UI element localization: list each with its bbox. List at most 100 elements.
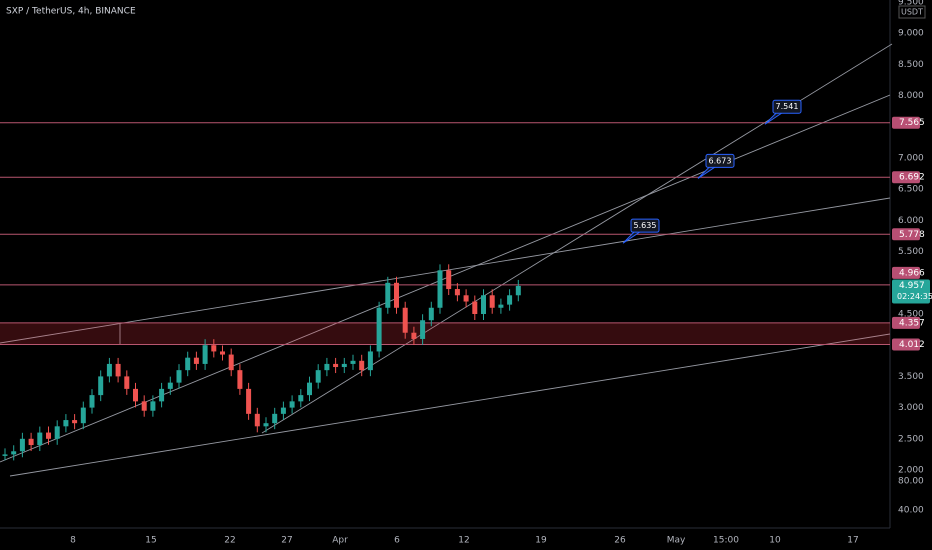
candle-body xyxy=(341,363,347,368)
candle-body xyxy=(428,307,434,321)
level-tag xyxy=(892,338,920,351)
price-tick-label: 2.500 xyxy=(898,434,924,444)
level-tag xyxy=(892,116,920,129)
price-tick-label: 2.000 xyxy=(898,466,924,476)
price-tick-label: 8.000 xyxy=(898,91,924,101)
price-tick-label: 9.500 xyxy=(898,0,924,8)
candle-body xyxy=(98,376,104,396)
candle-body xyxy=(11,451,17,455)
time-tick-label: 19 xyxy=(535,536,547,546)
time-tick-label: 15 xyxy=(145,536,156,546)
level-zone xyxy=(0,322,890,345)
level-label: 5.778 xyxy=(899,230,925,240)
candle-body xyxy=(376,307,382,352)
candle-body xyxy=(350,360,356,364)
callout-label: 6.673 xyxy=(709,156,732,165)
candle-body xyxy=(454,289,460,296)
candle-body xyxy=(481,295,486,314)
candle-body xyxy=(246,388,252,414)
level-tag xyxy=(892,316,920,329)
time-tick-label: 26 xyxy=(614,536,626,546)
candle-body xyxy=(37,432,43,446)
candle-body xyxy=(315,370,321,383)
candle-body xyxy=(463,295,469,302)
level-label: 4.966 xyxy=(899,268,925,278)
candle-body xyxy=(280,407,286,414)
candle-body xyxy=(411,332,417,339)
candle-body xyxy=(63,420,69,427)
candle-body xyxy=(46,432,51,439)
volume-tick-label: 80.00 xyxy=(898,477,924,487)
symbol-title: SXP / TetherUS, 4h, BINANCE xyxy=(6,7,136,17)
candle-body xyxy=(220,351,225,355)
level-tag xyxy=(892,266,920,279)
candle-body xyxy=(437,270,443,308)
candle-body xyxy=(515,285,521,296)
time-tick-label: 8 xyxy=(70,536,76,546)
level-label: 7.565 xyxy=(899,118,925,128)
candle-body xyxy=(498,304,504,308)
candle-body xyxy=(333,363,339,368)
countdown: 02:24:35 xyxy=(897,292,932,301)
candle-body xyxy=(167,382,173,389)
level-tag xyxy=(892,171,920,184)
candle-body xyxy=(159,388,165,402)
callout-label: 5.635 xyxy=(634,221,657,230)
candle-body xyxy=(54,426,60,439)
candle-body xyxy=(489,295,495,308)
callout-label: 7.541 xyxy=(776,102,799,111)
volume-tick-label: 40.00 xyxy=(898,506,924,516)
price-tick-label: 9.000 xyxy=(898,29,924,39)
candle-body xyxy=(228,354,234,371)
time-tick-label: 17 xyxy=(847,536,858,546)
candle-body xyxy=(385,282,391,308)
callout-box xyxy=(705,153,735,168)
candle-body xyxy=(446,270,452,290)
candle-body xyxy=(402,307,408,333)
candle-body xyxy=(72,420,78,424)
time-tick-label: 27 xyxy=(281,536,292,546)
price-tick-label: 5.500 xyxy=(898,247,924,257)
level-tag xyxy=(892,228,920,241)
candle-body xyxy=(472,301,478,314)
level-label: 4.357 xyxy=(899,318,925,328)
candle-body xyxy=(106,363,112,377)
callout-box xyxy=(630,218,660,233)
candle-body xyxy=(193,357,199,364)
candle-body xyxy=(150,401,156,411)
time-tick-label: 15:00 xyxy=(713,536,739,546)
candle-body xyxy=(263,423,269,427)
current-price-tag xyxy=(892,279,930,304)
time-tick-label: 22 xyxy=(224,536,235,546)
candle-body xyxy=(80,407,86,424)
level-label: 4.012 xyxy=(899,340,925,350)
candle-body xyxy=(133,388,138,402)
price-tick-label: 3.000 xyxy=(898,403,924,413)
time-tick-label: 10 xyxy=(769,536,781,546)
price-tick-label: 6.500 xyxy=(898,185,924,195)
candle-body xyxy=(185,357,191,371)
candle-body xyxy=(289,401,295,408)
price-tick-label: 4.500 xyxy=(898,310,924,320)
candle-body xyxy=(254,413,260,427)
callout-box xyxy=(772,99,802,114)
candle-body xyxy=(324,363,330,371)
candle-body xyxy=(420,320,426,339)
currency-box[interactable] xyxy=(898,5,926,19)
price-tick-label: 7.000 xyxy=(898,154,924,164)
candle-body xyxy=(359,360,365,371)
currency[interactable]: USDT xyxy=(901,8,923,17)
price-tick-label: 6.000 xyxy=(898,216,924,226)
candle-body xyxy=(28,438,34,446)
candle-body xyxy=(237,370,243,389)
price-tick-label: 8.500 xyxy=(898,60,924,70)
candle-body xyxy=(124,376,130,389)
candle-body xyxy=(394,282,399,308)
candle-body xyxy=(298,395,304,402)
time-tick-label: 6 xyxy=(394,536,400,546)
candle-body xyxy=(89,395,95,408)
candle-body xyxy=(211,345,217,352)
time-tick-label: 12 xyxy=(458,536,469,546)
